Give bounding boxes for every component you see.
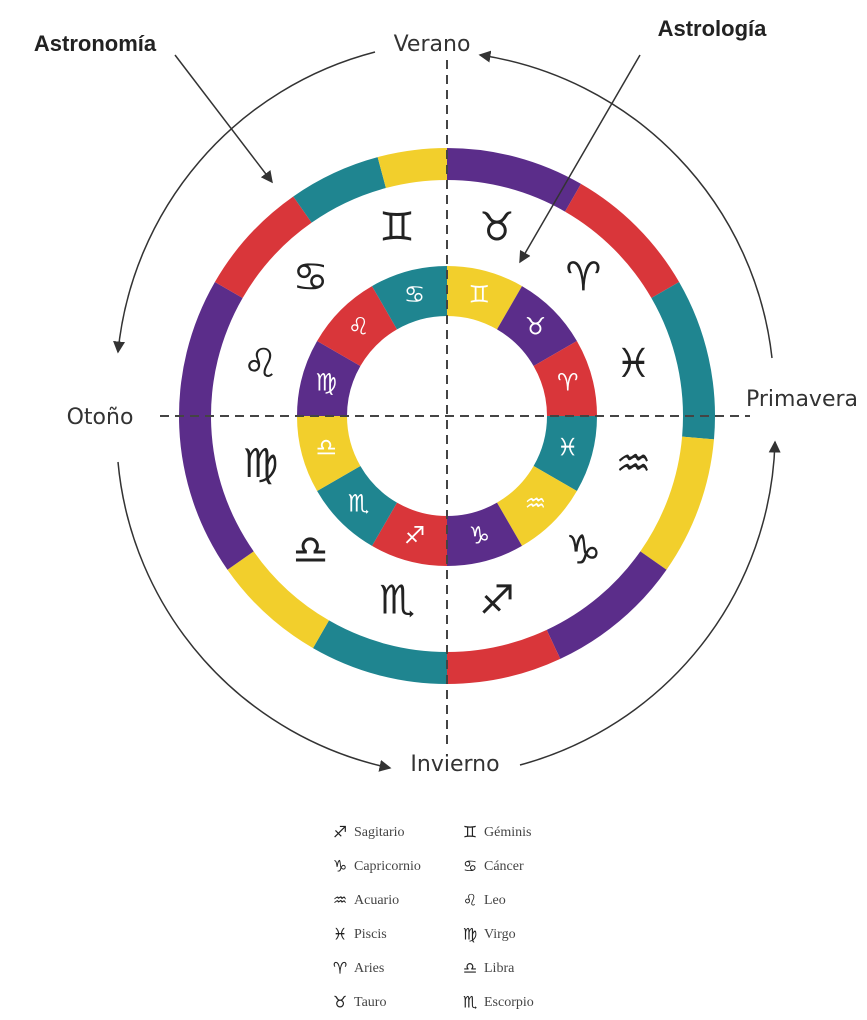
- inner-sign: ♓: [557, 433, 579, 461]
- outer-sign: ♓: [615, 341, 651, 387]
- inner-sign: ♐: [404, 522, 426, 550]
- summer-label: Verano: [394, 32, 471, 57]
- winter-label: Invierno: [410, 752, 499, 777]
- outer-sign: ♉: [479, 205, 515, 251]
- legend-name: Capricornio: [354, 859, 421, 874]
- legend-symbol: ♓: [333, 925, 347, 944]
- legend-name: Virgo: [484, 927, 516, 942]
- outer-sign: ♑: [566, 527, 602, 573]
- legend-name: Sagitario: [354, 825, 405, 840]
- legend-symbol: ♋: [463, 857, 477, 876]
- legend-symbol: ♍: [463, 925, 477, 944]
- legend-symbol: ♐: [333, 823, 347, 842]
- outer-sign: ♊: [379, 205, 415, 251]
- outer-sign: ♌: [243, 341, 279, 387]
- inner-sign: ♎: [316, 433, 338, 461]
- legend-name: Géminis: [484, 825, 531, 840]
- legend-symbol: ♌: [463, 891, 477, 910]
- outer-sign: ♐: [479, 577, 515, 623]
- legend-symbol: ♒: [333, 891, 347, 910]
- legend-name: Aries: [354, 961, 384, 976]
- legend-symbol: ♎: [463, 959, 477, 978]
- inner-sign: ♒: [525, 489, 547, 517]
- inner-sign: ♑: [469, 522, 491, 550]
- legend-name: Tauro: [354, 995, 386, 1010]
- legend-name: Acuario: [354, 893, 399, 908]
- inner-sign: ♏: [348, 489, 370, 517]
- spring-label: Primavera: [746, 387, 858, 412]
- legend-name: Piscis: [354, 927, 387, 942]
- zodiac-diagram: ♉ ♈ ♓ ♒ ♑ ♐ ♏ ♎ ♍ ♌ ♋ ♊ ♊ ♉ ♈ ♓ ♒ ♑ ♐ ♏ ♎ ♍ ♌ ♋ Astronomía Astr…: [0, 0, 867, 1020]
- legend-name: Leo: [484, 893, 506, 908]
- legend-symbol: ♊: [463, 823, 477, 842]
- outer-sign: ♎: [293, 527, 329, 573]
- legend: ♐ Sagitario ♑ Capricornio ♒ Acuario ♓ Piscis ♈ Ar…: [333, 823, 534, 1012]
- outer-sign: ♍: [243, 441, 279, 487]
- legend-symbol: ♈: [333, 959, 347, 978]
- astrology-label: Astrología: [658, 16, 768, 41]
- autumn-label: Otoño: [67, 405, 134, 430]
- legend-name: Libra: [484, 961, 515, 976]
- inner-sign: ♈: [557, 369, 579, 397]
- outer-sign: ♈: [566, 255, 602, 301]
- inner-sign: ♉: [525, 313, 547, 341]
- outer-sign: ♋: [293, 255, 329, 301]
- outer-sign: ♒: [615, 441, 651, 487]
- legend-symbol: ♉: [333, 993, 347, 1012]
- legend-symbol: ♑: [333, 857, 347, 876]
- legend-symbol: ♏: [463, 993, 477, 1012]
- inner-sign: ♊: [469, 280, 491, 308]
- astronomy-label: Astronomía: [34, 31, 157, 56]
- legend-name: Cáncer: [484, 859, 524, 874]
- inner-sign: ♋: [404, 280, 426, 308]
- outer-sign: ♏: [379, 577, 415, 623]
- inner-sign: ♌: [348, 313, 370, 341]
- inner-sign: ♍: [316, 369, 338, 397]
- legend-name: Escorpio: [484, 995, 534, 1010]
